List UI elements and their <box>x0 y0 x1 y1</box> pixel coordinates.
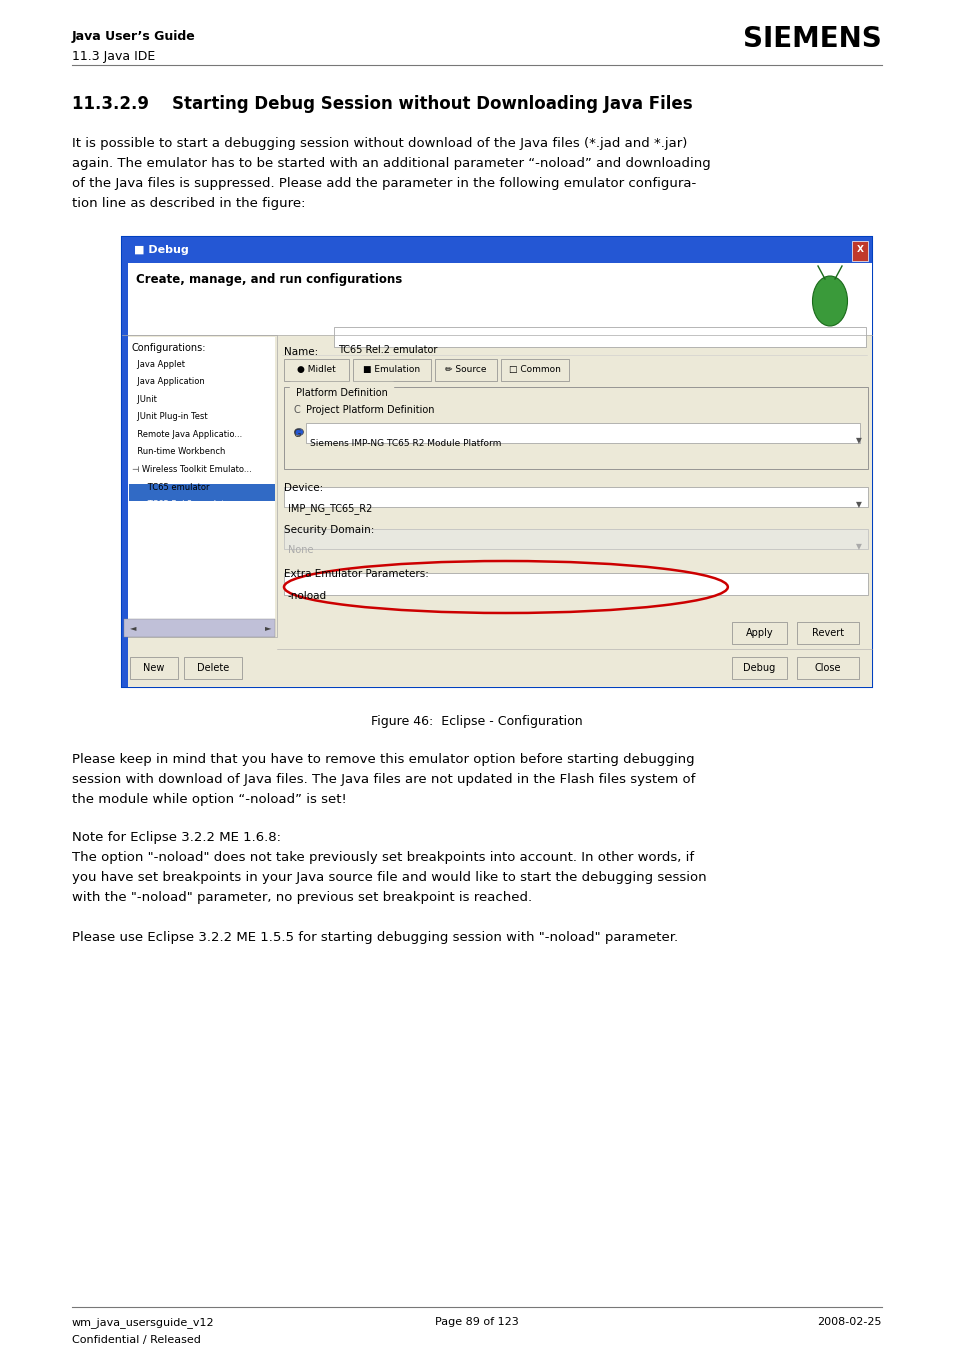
Bar <box>122 335 276 638</box>
Bar <box>124 336 274 638</box>
Text: the module while option “-noload” is set!: the module while option “-noload” is set… <box>71 793 346 807</box>
Bar <box>306 423 859 443</box>
Bar <box>500 359 568 381</box>
Text: ⊣ Wireless Toolkit Emulato...: ⊣ Wireless Toolkit Emulato... <box>132 465 252 474</box>
Bar <box>353 359 431 381</box>
Bar <box>284 386 867 469</box>
Text: Java Application: Java Application <box>132 377 205 386</box>
Text: IMP_NG_TC65_R2: IMP_NG_TC65_R2 <box>288 503 372 513</box>
Bar <box>731 621 786 644</box>
Text: Run-time Workbench: Run-time Workbench <box>132 447 225 457</box>
Bar <box>796 657 858 680</box>
Bar <box>184 657 242 680</box>
Text: JUnit: JUnit <box>132 394 156 404</box>
Ellipse shape <box>812 276 846 326</box>
Text: ■ Emulation: ■ Emulation <box>363 366 420 374</box>
Text: Extra Emulator Parameters:: Extra Emulator Parameters: <box>284 569 429 580</box>
Text: Note for Eclipse 3.2.2 ME 1.6.8:: Note for Eclipse 3.2.2 ME 1.6.8: <box>71 831 281 844</box>
Text: wm_java_usersguide_v12: wm_java_usersguide_v12 <box>71 1317 214 1328</box>
Text: ▼: ▼ <box>855 436 861 444</box>
Bar <box>130 657 178 680</box>
Bar <box>284 359 349 381</box>
Bar <box>284 573 867 594</box>
Text: Please use Eclipse 3.2.2 ME 1.5.5 for starting debugging session with "-noload" : Please use Eclipse 3.2.2 ME 1.5.5 for st… <box>71 931 678 944</box>
Bar <box>129 484 274 501</box>
Bar <box>122 263 871 335</box>
Text: Siemens IMP-NG TC65 R2 Module Platform: Siemens IMP-NG TC65 R2 Module Platform <box>310 439 501 449</box>
Bar <box>284 486 867 507</box>
Text: None: None <box>288 544 314 555</box>
Text: Please keep in mind that you have to remove this emulator option before starting: Please keep in mind that you have to rem… <box>71 753 694 766</box>
Text: Name:: Name: <box>284 347 318 357</box>
Text: Page 89 of 123: Page 89 of 123 <box>435 1317 518 1327</box>
Text: The option "-noload" does not take previously set breakpoints into account. In o: The option "-noload" does not take previ… <box>71 851 694 865</box>
Ellipse shape <box>294 428 303 435</box>
Bar <box>124 619 274 638</box>
Text: Security Domain:: Security Domain: <box>284 526 374 535</box>
Text: you have set breakpoints in your Java source file and would like to start the de: you have set breakpoints in your Java so… <box>71 871 706 884</box>
Text: Confidential / Released: Confidential / Released <box>71 1335 201 1346</box>
Text: Project Platform Definition: Project Platform Definition <box>306 405 434 415</box>
Text: New: New <box>143 663 165 673</box>
Text: Create, manage, and run configurations: Create, manage, and run configurations <box>136 273 402 286</box>
Text: session with download of Java files. The Java files are not updated in the Flash: session with download of Java files. The… <box>71 773 695 786</box>
Text: TC65 Rel.2 emulator: TC65 Rel.2 emulator <box>337 346 436 355</box>
Text: Java User’s Guide: Java User’s Guide <box>71 30 195 43</box>
Text: -noload: -noload <box>288 590 327 601</box>
Text: Remote Java Applicatio...: Remote Java Applicatio... <box>132 430 242 439</box>
Bar <box>122 236 871 688</box>
Text: Close: Close <box>814 663 841 673</box>
Bar <box>284 530 867 549</box>
Text: □ Common: □ Common <box>509 366 560 374</box>
Text: of the Java files is suppressed. Please add the parameter in the following emula: of the Java files is suppressed. Please … <box>71 177 696 190</box>
Bar <box>122 236 128 688</box>
Text: X: X <box>856 246 862 254</box>
Bar <box>796 621 858 644</box>
Text: ▼: ▼ <box>855 500 861 509</box>
Text: Revert: Revert <box>811 628 843 638</box>
Text: again. The emulator has to be started with an additional parameter “-noload” and: again. The emulator has to be started wi… <box>71 157 710 170</box>
Bar <box>122 236 871 263</box>
Text: TC65 emulator: TC65 emulator <box>132 482 210 492</box>
Text: It is possible to start a debugging session without download of the Java files (: It is possible to start a debugging sess… <box>71 136 687 150</box>
Bar <box>334 327 865 347</box>
Text: Figure 46:  Eclipse - Configuration: Figure 46: Eclipse - Configuration <box>371 715 582 728</box>
Text: ▼: ▼ <box>855 542 861 551</box>
Text: 2008-02-25: 2008-02-25 <box>817 1317 882 1327</box>
Text: ■ Debug: ■ Debug <box>133 245 189 255</box>
Text: Java Applet: Java Applet <box>132 359 185 369</box>
Text: ►: ► <box>265 624 272 632</box>
Text: ◄: ◄ <box>130 624 136 632</box>
Text: Platform Definition: Platform Definition <box>295 388 388 399</box>
Text: TC65 Rel.2 emulato...: TC65 Rel.2 emulato... <box>132 500 237 509</box>
Text: ● Midlet: ● Midlet <box>296 366 335 374</box>
Text: Device:: Device: <box>284 484 323 493</box>
Text: Delete: Delete <box>196 663 229 673</box>
Text: 11.3 Java IDE: 11.3 Java IDE <box>71 50 155 63</box>
Text: C: C <box>294 405 300 415</box>
Text: Debug: Debug <box>742 663 775 673</box>
Text: tion line as described in the figure:: tion line as described in the figure: <box>71 197 305 209</box>
Text: JUnit Plug-in Test: JUnit Plug-in Test <box>132 412 208 422</box>
Bar <box>435 359 497 381</box>
Text: ✏ Source: ✏ Source <box>445 366 486 374</box>
Bar <box>851 240 867 261</box>
Bar <box>122 335 871 688</box>
Text: with the "-noload" parameter, no previous set breakpoint is reached.: with the "-noload" parameter, no previou… <box>71 892 532 904</box>
Bar <box>731 657 786 680</box>
Text: SIEMENS: SIEMENS <box>742 26 882 53</box>
Text: Apply: Apply <box>745 628 773 638</box>
Text: 11.3.2.9    Starting Debug Session without Downloading Java Files: 11.3.2.9 Starting Debug Session without … <box>71 95 692 113</box>
Text: Configurations:: Configurations: <box>132 343 206 353</box>
Text: G: G <box>294 430 301 439</box>
